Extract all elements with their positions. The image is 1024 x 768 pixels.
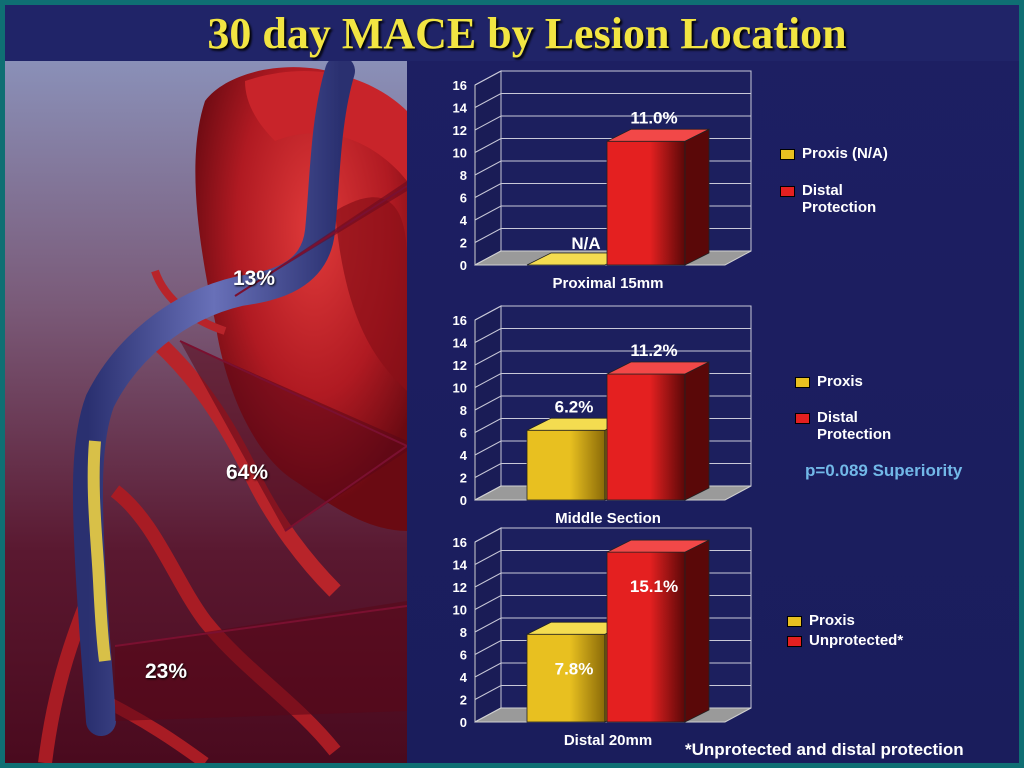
y-tick-label: 8 <box>460 403 467 418</box>
bar-front <box>606 551 686 723</box>
y-tick-label: 14 <box>453 101 468 116</box>
gridline <box>474 93 751 108</box>
x-axis-label: Middle Section <box>555 510 661 527</box>
chart-proximal: 0 2 4 6 8 10 12 14 16 Proximal 15mm N/A 11.0% <box>425 65 785 292</box>
gridline <box>474 527 751 543</box>
gridline <box>474 328 751 343</box>
y-tick-label: 16 <box>453 78 467 93</box>
bar-side <box>684 361 710 501</box>
bar-data-label: N/A <box>571 234 600 253</box>
legend-swatch-proxis <box>795 377 810 388</box>
bar-data-label: 6.2% <box>555 397 594 416</box>
y-tick-label: 12 <box>453 580 467 595</box>
legend-label: Distal Protection <box>802 182 877 216</box>
chart-distal-svg: 0 2 4 6 8 10 12 14 16 Distal 20mm 7.8% 15.1% <box>453 527 752 749</box>
footnote: *Unprotected and distal protection <box>685 740 964 759</box>
y-tick-label: 0 <box>460 258 467 273</box>
y-tick-label: 8 <box>460 625 467 640</box>
legend-label: Proxis (N/A) <box>802 145 888 162</box>
y-tick-label: 6 <box>460 648 467 663</box>
chart-distal: 0 2 4 6 8 10 12 14 16 Distal 20mm 7.8% 15.1% <box>425 522 785 749</box>
y-tick-label: 4 <box>460 213 468 228</box>
legend-label: Proxis <box>817 373 863 390</box>
legend-label: Proxis <box>809 612 855 629</box>
slide: 30 day MACE by Lesion Location <box>5 5 1019 763</box>
y-tick-label: 12 <box>453 358 467 373</box>
bar-top <box>606 128 710 142</box>
gridline <box>474 350 751 366</box>
y-tick-label: 10 <box>453 603 467 618</box>
middle-percent-label: 64% <box>226 461 269 484</box>
y-tick-label: 2 <box>460 693 467 708</box>
gridline <box>474 115 751 131</box>
y-tick-label: 4 <box>460 670 468 685</box>
gridline <box>474 305 751 321</box>
heart-illustration: 13% 64% 23% <box>5 56 412 763</box>
y-tick-label: 2 <box>460 471 467 486</box>
y-tick-label: 2 <box>460 236 467 251</box>
heart-artery-image <box>5 56 412 763</box>
bar-front <box>606 373 686 501</box>
x-axis-label: Proximal 15mm <box>553 275 664 292</box>
bar-front <box>606 140 686 266</box>
legend-swatch-proxis <box>780 149 795 160</box>
bar-front <box>526 429 606 501</box>
legend-label: Distal Protection <box>817 409 892 443</box>
y-tick-label: 0 <box>460 493 467 508</box>
chart-proximal-svg: 0 2 4 6 8 10 12 14 16 Proximal 15mm N/A 11.0% <box>453 70 752 292</box>
legend-swatch-unprotected <box>787 636 802 647</box>
distal-percent-label: 23% <box>145 660 188 683</box>
y-tick-label: 14 <box>453 558 468 573</box>
y-tick-label: 10 <box>453 381 467 396</box>
y-tick-label: 12 <box>453 123 467 138</box>
legend-label: Unprotected* <box>809 632 904 649</box>
y-tick-label: 4 <box>460 448 468 463</box>
bar-front <box>526 633 606 723</box>
slide-title: 30 day MACE by Lesion Location <box>207 8 847 58</box>
y-tick-label: 8 <box>460 168 467 183</box>
legend-swatch-proxis <box>787 616 802 627</box>
y-tick-label: 6 <box>460 191 467 206</box>
y-tick-label: 6 <box>460 426 467 441</box>
bar-data-label: 11.2% <box>630 341 677 360</box>
gridline <box>474 70 751 86</box>
p-value-annotation: p=0.089 Superiority <box>805 461 963 480</box>
proximal-percent-label: 13% <box>233 267 276 290</box>
y-tick-label: 16 <box>453 313 467 328</box>
title-bar: 30 day MACE by Lesion Location <box>5 5 1019 61</box>
bar-data-label: 7.8% <box>555 659 594 678</box>
x-axis-label: Distal 20mm <box>564 732 652 749</box>
bar-top <box>606 539 710 553</box>
bar-side <box>684 539 710 723</box>
chart-middle: 0 2 4 6 8 10 12 14 16 Middle Section 6.2% 11.2% <box>425 300 785 527</box>
chart-middle-svg: 0 2 4 6 8 10 12 14 16 Middle Section 6.2% 11.2% <box>453 305 752 527</box>
legend-swatch-distal <box>795 413 810 424</box>
bar-side <box>684 128 710 266</box>
bar-data-label: 11.0% <box>630 108 677 127</box>
y-tick-label: 14 <box>453 336 468 351</box>
y-tick-label: 10 <box>453 146 467 161</box>
y-tick-label: 0 <box>460 715 467 730</box>
bar-data-label: 15.1% <box>630 577 678 596</box>
y-tick-label: 16 <box>453 535 467 550</box>
bar-top <box>606 361 710 375</box>
legend-swatch-distal <box>780 186 795 197</box>
